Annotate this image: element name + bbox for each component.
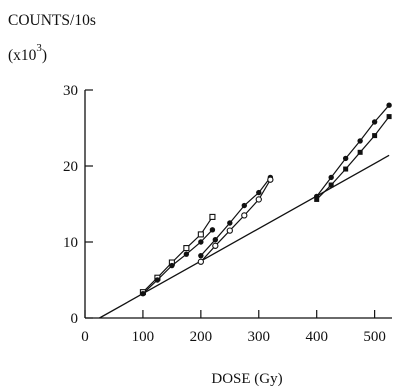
series-line-5: [316, 104, 390, 197]
data-point-series-2: [183, 251, 190, 257]
x-tick-label: 400: [305, 329, 328, 345]
data-point-series-3: [212, 237, 219, 243]
data-point-series-2: [209, 227, 216, 233]
series-line-3: [200, 177, 271, 257]
y-axis-multiplier-label: (x103): [8, 42, 47, 64]
data-point-series-4: [255, 196, 262, 203]
data-point-series-4: [267, 176, 274, 183]
x-tick-label: 200: [190, 329, 213, 345]
data-point-series-6: [357, 149, 363, 155]
data-point-series-6: [328, 182, 334, 188]
y-tick-label: 10: [63, 235, 78, 251]
series-line-6: [316, 116, 390, 200]
data-point-series-6: [343, 166, 349, 172]
x-tick-label: 100: [132, 329, 155, 345]
reference-line: [99, 154, 390, 319]
y-multiplier-suffix: ): [42, 47, 47, 64]
y-axis-label: COUNTS/10s: [8, 12, 96, 29]
data-point-series-3: [198, 252, 204, 259]
data-point-series-5: [386, 102, 392, 108]
y-tick-label: 0: [71, 311, 79, 327]
data-point-series-6: [386, 114, 392, 120]
data-point-series-3: [227, 220, 233, 226]
data-point-series-3: [241, 202, 247, 209]
data-point-series-3: [256, 189, 262, 196]
data-point-series-1: [183, 245, 190, 252]
series-line-4: [200, 179, 271, 263]
data-point-series-5: [357, 138, 363, 144]
series-line-2: [142, 229, 213, 295]
data-point-series-5: [328, 174, 334, 181]
data-point-series-6: [372, 133, 378, 139]
data-point-series-1: [209, 213, 216, 220]
data-point-series-2: [140, 290, 146, 297]
x-axis-label: DOSE (Gy): [211, 371, 282, 387]
data-point-series-2: [154, 277, 161, 283]
data-point-series-4: [241, 212, 248, 219]
data-point-series-4: [226, 227, 233, 234]
data-point-series-1: [197, 231, 204, 238]
data-point-series-4: [212, 242, 219, 249]
data-point-series-5: [342, 155, 349, 162]
data-point-series-2: [169, 262, 175, 269]
data-point-series-6: [314, 196, 320, 202]
data-point-series-5: [371, 119, 378, 125]
x-tick-label: 0: [81, 329, 89, 345]
data-point-series-4: [197, 258, 204, 265]
data-point-series-2: [198, 239, 204, 245]
y-multiplier-prefix: (x10: [8, 47, 37, 64]
x-tick-label: 300: [248, 329, 271, 345]
y-tick-label: 30: [63, 83, 78, 99]
y-multiplier-exponent: 3: [36, 42, 42, 54]
y-tick-label: 20: [63, 159, 78, 175]
x-tick-label: 500: [363, 329, 386, 345]
